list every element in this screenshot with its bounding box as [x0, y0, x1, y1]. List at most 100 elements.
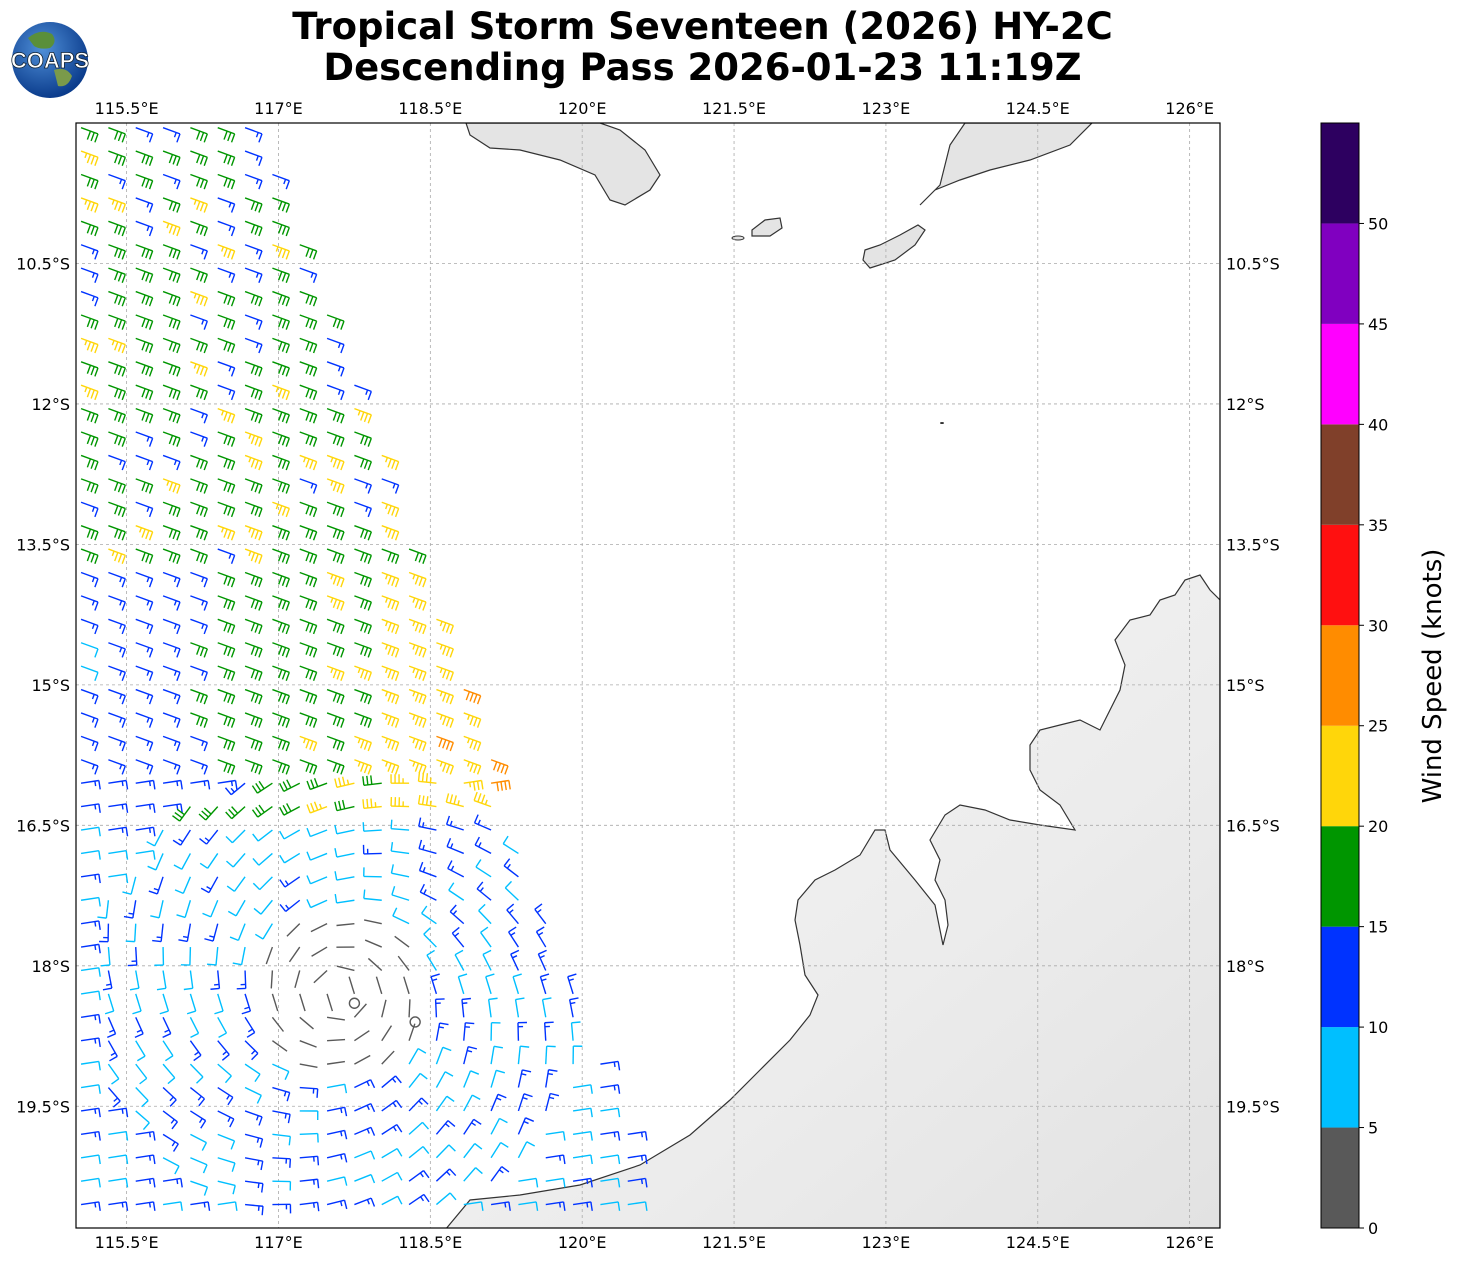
wind-barb: [545, 1154, 566, 1165]
wind-barb: [104, 993, 115, 1015]
wind-barb: [463, 1201, 484, 1211]
wind-barb: [80, 501, 99, 518]
wind-barb: [108, 1201, 129, 1211]
wind-barb: [271, 1016, 285, 1032]
wind-barb: [375, 976, 383, 995]
wind-barb: [217, 1040, 230, 1061]
wind-barb: [572, 1130, 593, 1141]
wind-barb: [236, 970, 247, 990]
wind-barb: [190, 314, 208, 330]
wind-barb: [108, 1154, 129, 1165]
wind-barb: [600, 1154, 621, 1165]
wind-barb: [162, 1110, 178, 1130]
wind-barb: [108, 642, 126, 658]
wind-barb: [463, 1022, 475, 1041]
wind-barb: [225, 806, 246, 820]
wind-barb: [502, 835, 519, 855]
lon-tick-label-bottom: 126°E: [1165, 1233, 1214, 1252]
colorbar-bin: [1321, 1027, 1359, 1128]
gridlines: [76, 123, 1220, 1228]
wind-barb: [135, 571, 154, 588]
wind-barb: [108, 826, 129, 837]
wind-barb: [326, 759, 345, 775]
wind-barb: [244, 548, 263, 564]
wind-barb: [299, 642, 318, 658]
wind-barb: [391, 886, 410, 901]
wind-barb: [326, 688, 345, 705]
wind-barb: [135, 525, 154, 541]
wind-barb: [326, 431, 345, 447]
wind-barb: [423, 927, 437, 948]
wind-barb: [299, 1063, 318, 1069]
wind-barb: [408, 1097, 429, 1112]
wind-barb: [447, 860, 465, 878]
wind-barb: [490, 779, 511, 792]
wind-barb: [108, 337, 126, 354]
wind-barb: [162, 173, 181, 190]
wind-barb: [108, 407, 126, 424]
wind-barb: [217, 431, 236, 447]
wind-barb: [108, 759, 126, 775]
wind-barb: [627, 1130, 648, 1141]
wind-barb: [244, 478, 263, 494]
lat-tick-label-right: 16.5°S: [1226, 816, 1280, 835]
wind-barb: [80, 873, 101, 884]
wind-barb: [272, 759, 290, 775]
wind-barb: [162, 407, 181, 424]
wind-barb: [135, 127, 154, 143]
wind-barb: [311, 946, 328, 957]
wind-barb: [272, 595, 290, 611]
wind-barb: [354, 642, 372, 658]
wind-barb: [135, 384, 154, 401]
wind-barb: [436, 618, 454, 635]
wind-barb: [254, 923, 274, 940]
wind-barb: [244, 1040, 259, 1061]
wind-barb: [326, 501, 345, 518]
wind-barb: [421, 905, 437, 925]
wind-barb: [135, 173, 154, 190]
wind-barb: [381, 759, 400, 775]
lat-tick-label-left: 16.5°S: [16, 816, 70, 835]
wind-barb: [408, 1193, 430, 1206]
wind-barb: [381, 1124, 403, 1135]
wind-barb: [99, 923, 110, 943]
wind-barb: [244, 712, 263, 728]
wind-barb: [435, 1168, 457, 1182]
wind-barb: [80, 642, 99, 658]
wind-barb: [224, 782, 246, 796]
wind-barb: [408, 618, 427, 635]
wind-barb: [463, 688, 482, 705]
wind-barb: [80, 197, 99, 213]
wind-barb: [381, 525, 400, 541]
wind-barb: [306, 875, 328, 885]
colorbar-bin: [1321, 1127, 1359, 1228]
wind-barb: [150, 900, 164, 919]
wind-barb: [272, 314, 290, 330]
wind-barb: [334, 824, 355, 835]
wind-barb: [190, 501, 208, 518]
wind-barb: [418, 861, 437, 878]
colorbar-tick-label: 40: [1368, 415, 1388, 434]
wind-barb: [162, 803, 183, 813]
wind-barb: [336, 965, 355, 972]
wind-barb: [190, 571, 208, 588]
wind-barb: [417, 794, 437, 808]
map-plot-area: [76, 123, 1220, 1228]
wind-barb: [326, 1176, 348, 1186]
wind-barb: [436, 688, 454, 705]
wind-barb: [572, 1084, 593, 1094]
wind-barb: [334, 893, 355, 904]
lon-tick-label-top: 121.5°E: [702, 99, 766, 118]
wind-barb: [135, 1040, 146, 1062]
wind-barb: [129, 970, 140, 991]
wind-barb: [354, 1150, 376, 1160]
wind-barb: [545, 1092, 560, 1112]
wind-barb: [474, 836, 492, 855]
wind-barb: [334, 871, 355, 881]
wind-barb: [135, 1130, 156, 1141]
wind-barb: [572, 1045, 583, 1065]
wind-barb: [162, 384, 181, 401]
wind-barb: [217, 501, 236, 518]
wind-barb: [244, 361, 263, 377]
wind-barb: [217, 337, 236, 354]
